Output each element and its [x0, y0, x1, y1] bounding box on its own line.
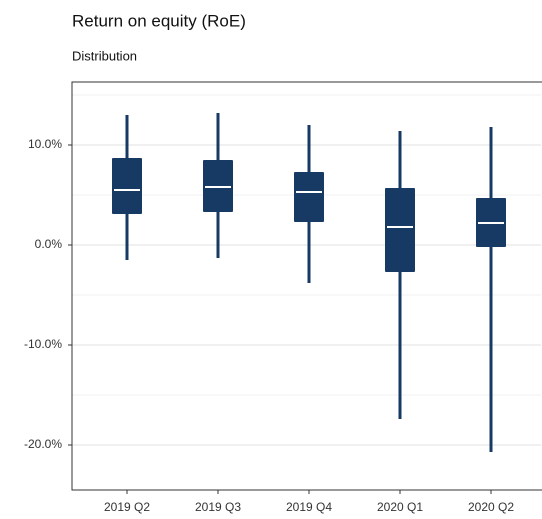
x-tick-label: 2019 Q2 [104, 500, 150, 514]
x-tick-label: 2019 Q4 [286, 500, 332, 514]
box [112, 158, 142, 214]
y-tick-label: -20.0% [24, 437, 62, 451]
y-tick-label: 0.0% [35, 237, 63, 251]
x-tick-label: 2020 Q2 [468, 500, 514, 514]
chart-title: Return on equity (RoE) [72, 11, 246, 30]
x-tick-label: 2020 Q1 [377, 500, 423, 514]
box [294, 172, 324, 222]
x-tick-label: 2019 Q3 [195, 500, 241, 514]
panel-border [71, 81, 542, 491]
y-tick-label: -10.0% [24, 337, 62, 351]
y-tick-label: 10.0% [28, 137, 62, 151]
box [385, 188, 415, 272]
chart-subtitle: Distribution [72, 48, 137, 63]
